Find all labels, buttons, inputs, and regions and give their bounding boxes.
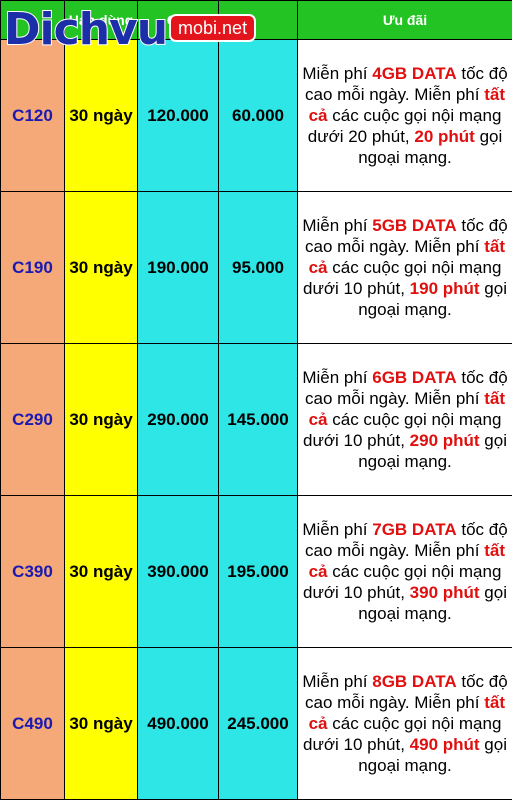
benefit-minutes: 190 phút — [409, 279, 480, 298]
package-promo-price: 245.000 — [218, 647, 298, 800]
benefit-text: gọi ngoại mạng. — [358, 279, 507, 319]
benefit-minutes: 20 phút — [414, 127, 475, 146]
benefit-all: tất cả — [308, 237, 505, 277]
benefit-text: các cuộc gọi nội mạng dưới 10 phút, — [303, 714, 502, 754]
benefit-all: tất cả — [308, 693, 505, 733]
package-duration: 30 ngày — [64, 191, 138, 344]
logo-wordmark: Dichvu — [3, 4, 169, 55]
package-code: C290 — [0, 343, 65, 496]
benefit-data: 7GB DATA — [372, 520, 457, 539]
benefit-text: tốc độ cao mỗi ngày. Miễn phí — [304, 216, 508, 256]
package-promo-price: 145.000 — [218, 343, 298, 496]
package-price: 290.000 — [137, 343, 219, 496]
benefit-data: 4GB DATA — [372, 64, 457, 83]
package-duration: 30 ngày — [64, 343, 138, 496]
benefit-text: các cuộc gọi nội mạng dưới 10 phút, — [303, 258, 502, 298]
benefit-text: Miễn phí — [302, 520, 373, 539]
table-row: C490 30 ngày 490.000 245.000 Miễn phí 8G… — [0, 647, 512, 800]
benefit-text: tốc độ cao mỗi ngày. Miễn phí — [304, 368, 508, 408]
header-code — [0, 0, 65, 40]
package-price: 190.000 — [137, 191, 219, 344]
package-promo-price: 95.000 — [218, 191, 298, 344]
package-duration: 30 ngày — [64, 495, 138, 648]
benefit-all: tất cả — [308, 541, 505, 581]
benefit-all: tất cả — [308, 389, 505, 429]
package-benefit: Miễn phí 7GB DATA tốc độ cao mỗi ngày. M… — [297, 495, 512, 648]
benefit-minutes: 290 phút — [409, 431, 480, 450]
benefit-text: Miễn phí — [302, 64, 373, 83]
benefit-text: Miễn phí — [302, 672, 373, 691]
table-row: C390 30 ngày 390.000 195.000 Miễn phí 7G… — [0, 495, 512, 648]
benefit-all: tất cả — [308, 85, 505, 125]
table-row: C190 30 ngày 190.000 95.000 Miễn phí 5GB… — [0, 191, 512, 344]
package-duration: 30 ngày — [64, 647, 138, 800]
benefit-text: các cuộc gọi nội mạng dưới 10 phút, — [303, 562, 502, 602]
benefit-data: 5GB DATA — [372, 216, 457, 235]
package-promo-price: 60.000 — [218, 39, 298, 192]
table-row: C290 30 ngày 290.000 145.000 Miễn phí 6G… — [0, 343, 512, 496]
package-benefit: Miễn phí 8GB DATA tốc độ cao mỗi ngày. M… — [297, 647, 512, 800]
header-benefit: Ưu đãi — [297, 0, 512, 40]
benefit-text: Miễn phí — [302, 368, 373, 387]
package-benefit: Miễn phí 4GB DATA tốc độ cao mỗi ngày. M… — [297, 39, 512, 192]
package-benefit: Miễn phí 6GB DATA tốc độ cao mỗi ngày. M… — [297, 343, 512, 496]
benefit-text: tốc độ cao mỗi ngày. Miễn phí — [304, 520, 508, 560]
package-code: C390 — [0, 495, 65, 648]
package-price: 490.000 — [137, 647, 219, 800]
brand-logo: Dichvu mobi.net — [3, 4, 257, 55]
package-code: C190 — [0, 191, 65, 344]
package-price: 390.000 — [137, 495, 219, 648]
benefit-data: 6GB DATA — [372, 368, 457, 387]
package-code: C490 — [0, 647, 65, 800]
benefit-text: gọi ngoại mạng. — [358, 735, 507, 775]
benefit-text: các cuộc gọi nội mạng dưới 20 phút, — [307, 106, 502, 146]
benefit-text: gọi ngoại mạng. — [358, 431, 507, 471]
package-duration: 30 ngày — [64, 39, 138, 192]
table-row: C120 30 ngày 120.000 60.000 Miễn phí 4GB… — [0, 39, 512, 192]
package-promo-price: 195.000 — [218, 495, 298, 648]
benefit-text: gọi ngoại mạng. — [358, 127, 503, 167]
benefit-text: các cuộc gọi nội mạng dưới 10 phút, — [303, 410, 502, 450]
package-benefit: Miễn phí 5GB DATA tốc độ cao mỗi ngày. M… — [297, 191, 512, 344]
benefit-minutes: 490 phút — [409, 735, 480, 754]
benefit-data: 8GB DATA — [372, 672, 457, 691]
benefit-text: tốc độ cao mỗi ngày. Miễn phí — [304, 64, 508, 104]
package-code: C120 — [0, 39, 65, 192]
benefit-text: gọi ngoại mạng. — [358, 583, 507, 623]
benefit-text: Miễn phí — [302, 216, 373, 235]
package-price: 120.000 — [137, 39, 219, 192]
benefit-text: tốc độ cao mỗi ngày. Miễn phí — [304, 672, 508, 712]
logo-badge: mobi.net — [169, 14, 257, 42]
benefit-minutes: 390 phút — [409, 583, 480, 602]
